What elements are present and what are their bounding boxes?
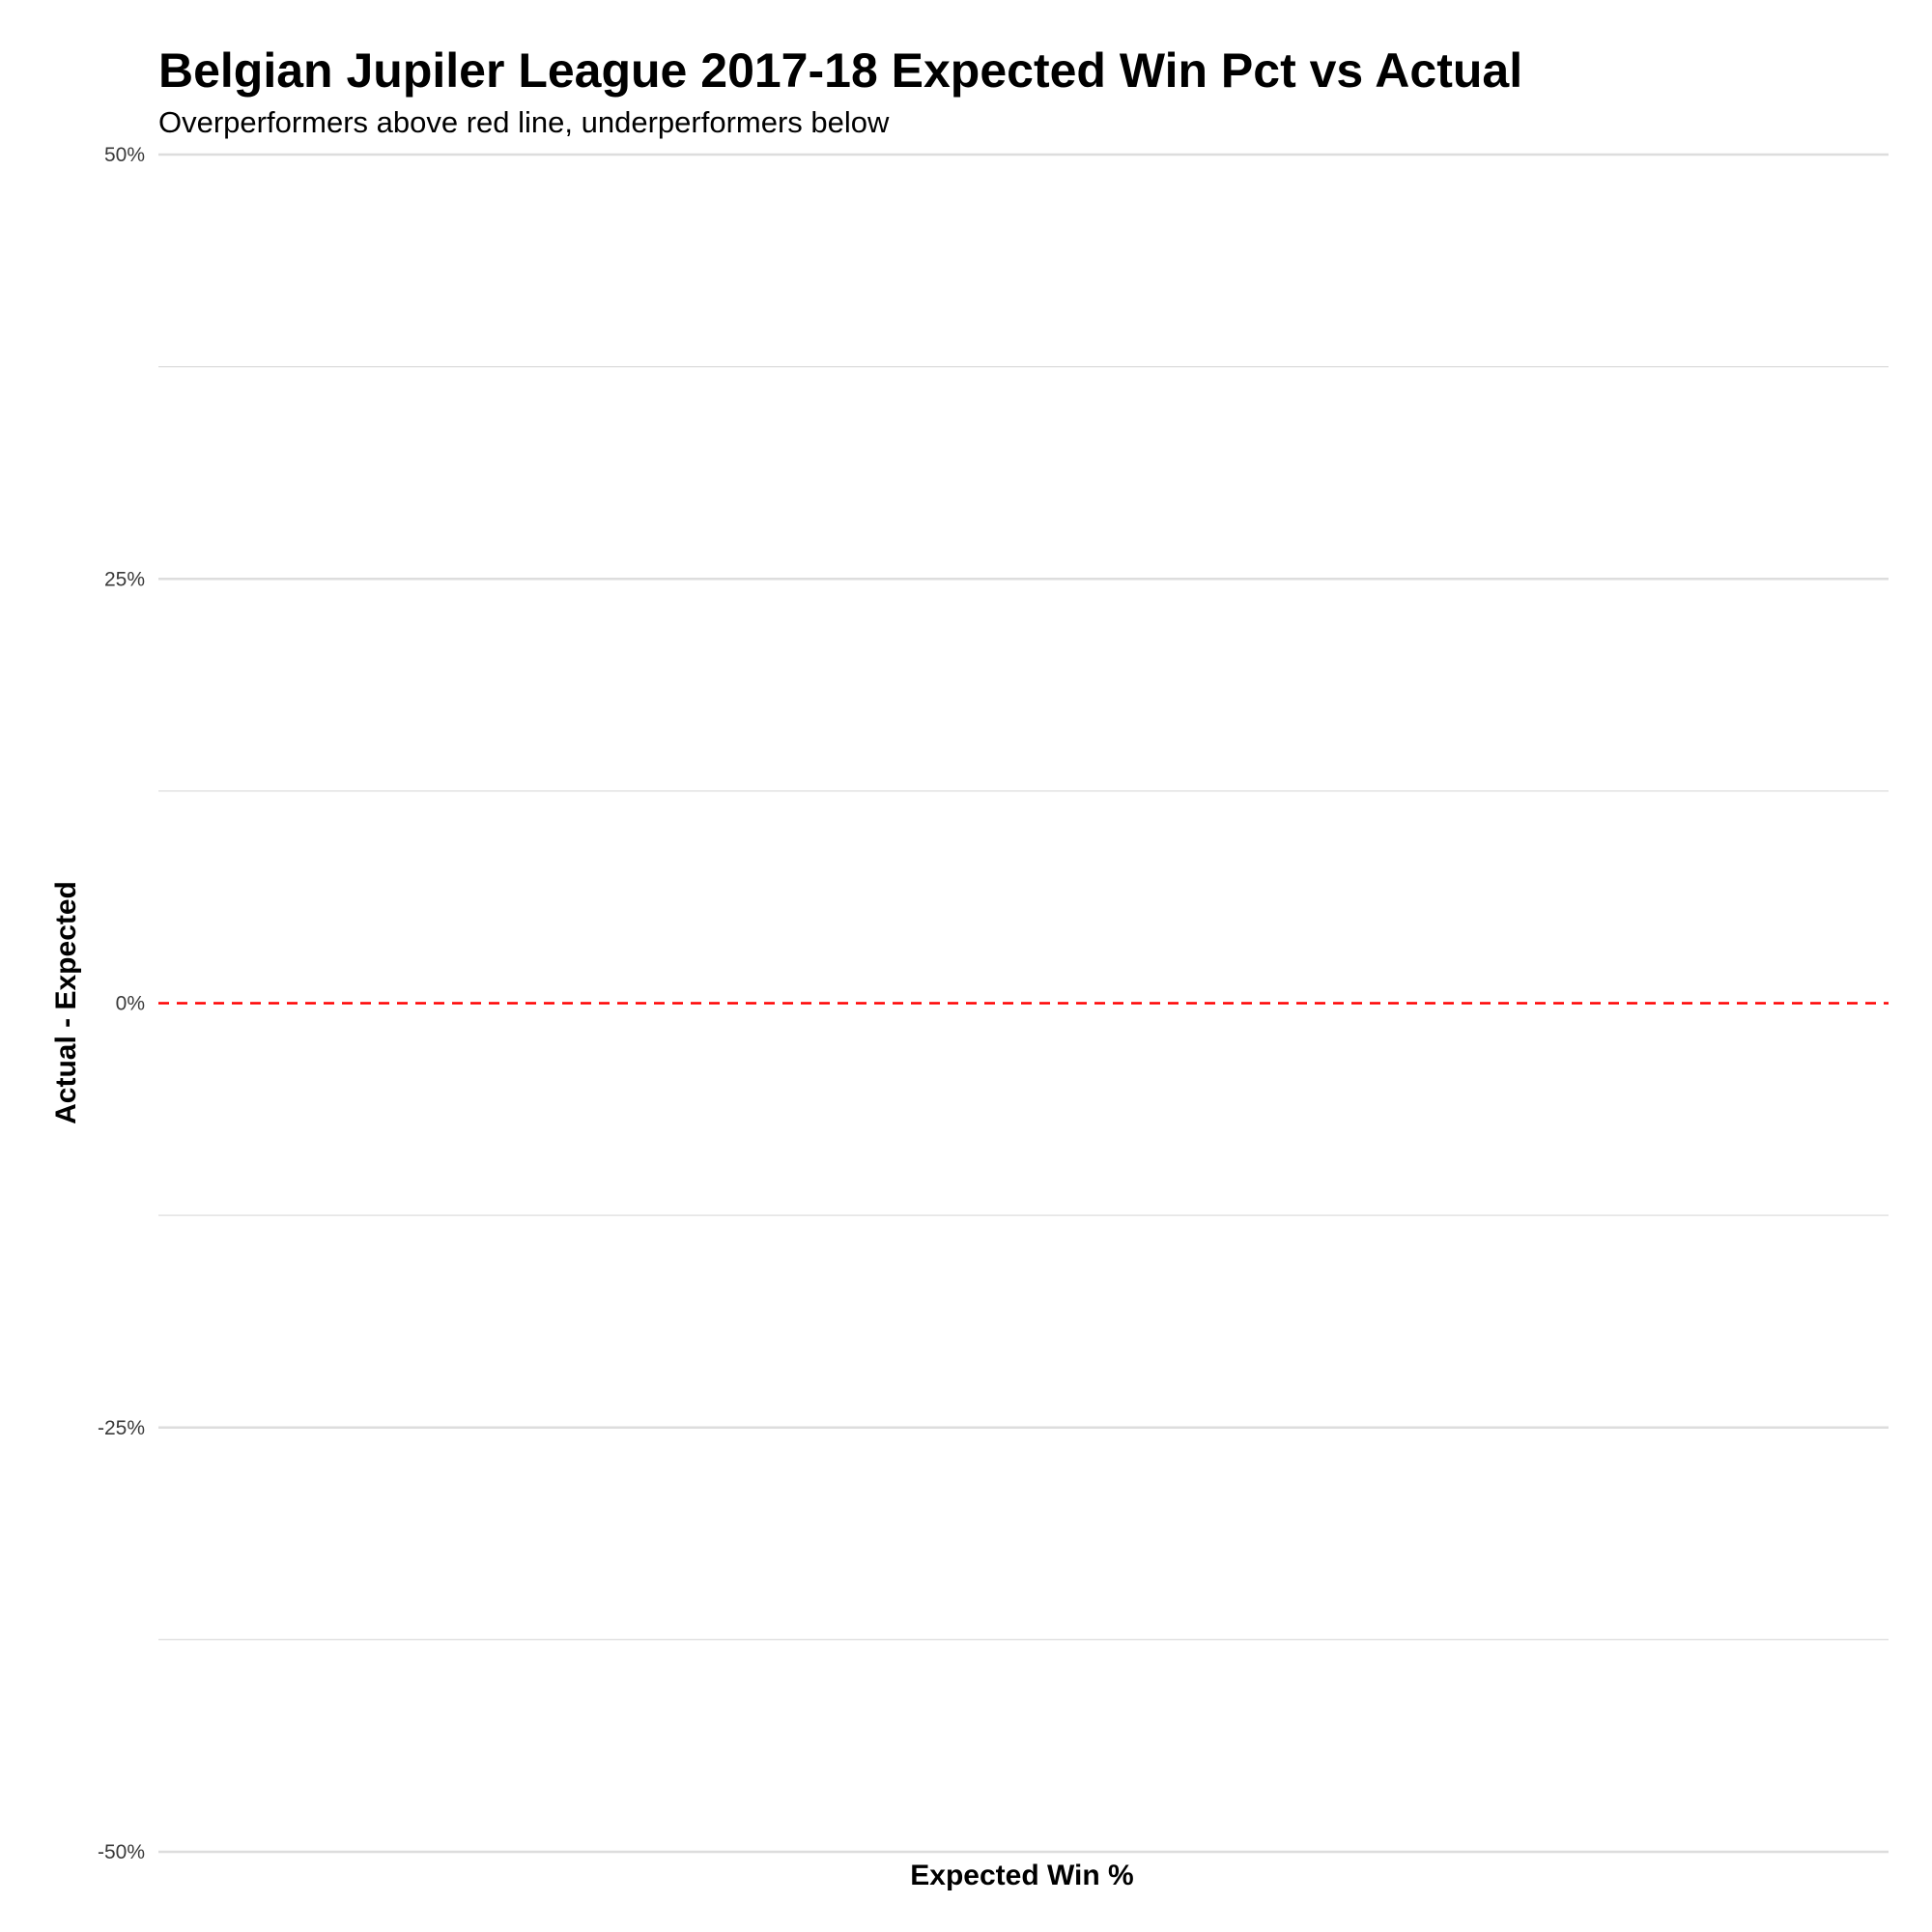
y-axis-title: Actual - Expected: [50, 881, 82, 1124]
y-tick-label: 0%: [116, 993, 145, 1015]
y-axis-ticks: 50% 25% 0% -25% -50%: [98, 144, 145, 1863]
chart-subtitle: Overperformers above red line, underperf…: [158, 105, 890, 139]
y-tick-label: -50%: [98, 1841, 145, 1863]
y-tick-label: -25%: [98, 1417, 145, 1439]
y-tick-label: 25%: [104, 568, 145, 590]
x-axis-title: Expected Win %: [910, 1860, 1133, 1891]
gridlines: [158, 153, 1889, 1854]
chart-title: Belgian Jupiler League 2017-18 Expected …: [158, 43, 1523, 98]
y-tick-label: 50%: [104, 144, 145, 166]
